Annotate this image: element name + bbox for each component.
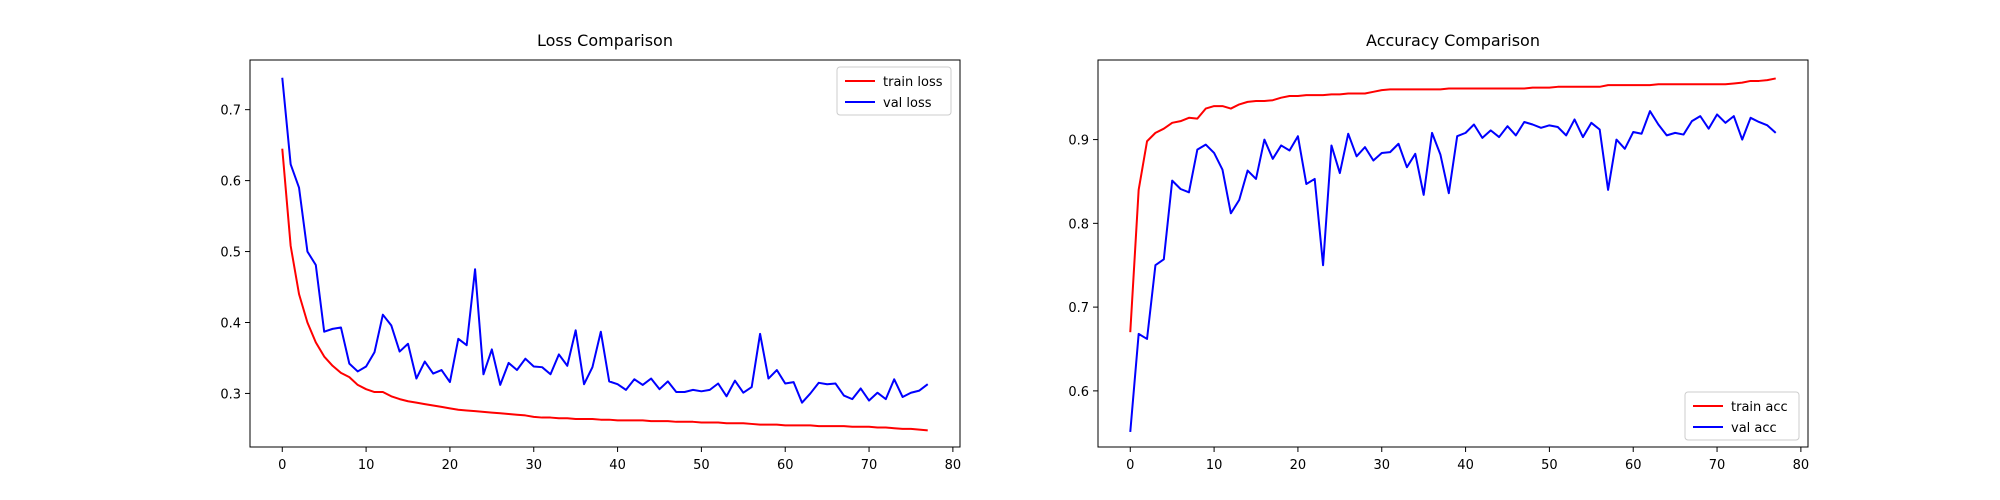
- acc-series-val-acc-line: [1129, 110, 1777, 433]
- acc-x-tick-label: 40: [1457, 458, 1474, 473]
- acc-legend: train acc val acc: [1684, 391, 1800, 441]
- loss-x-tick-label: 50: [693, 458, 710, 473]
- loss-plot-frame: [249, 59, 961, 448]
- accuracy-chart-panel: Accuracy Comparison 0 10 20 30 40 50 60 70 80 0.6 0…: [1068, 31, 1809, 473]
- loss-chart-panel: Loss Comparison 0 10 20 30 40 50 60 70 80 0.3 0.4 0.…: [220, 31, 961, 473]
- loss-y-tick-label: 0.6: [220, 175, 241, 190]
- loss-y-tick-label: 0.7: [220, 104, 241, 119]
- acc-x-tick-label: 80: [1793, 458, 1810, 473]
- acc-plot-frame: [1097, 59, 1809, 448]
- acc-x-tick-label: 30: [1373, 458, 1390, 473]
- loss-series-val-loss-line: [281, 77, 929, 404]
- loss-chart-title: Loss Comparison: [537, 31, 673, 50]
- acc-x-tick-label: 50: [1541, 458, 1558, 473]
- acc-legend-label-train-acc: train acc: [1731, 400, 1788, 415]
- loss-x-tick-label: 70: [861, 458, 878, 473]
- loss-series-train-loss-line: [281, 148, 928, 432]
- loss-x-tick-label: 30: [525, 458, 542, 473]
- acc-chart-title: Accuracy Comparison: [1366, 31, 1540, 50]
- loss-x-tick-label: 20: [442, 458, 459, 473]
- acc-legend-label-val-acc: val acc: [1731, 421, 1777, 436]
- acc-y-tick-label: 0.7: [1068, 301, 1089, 316]
- loss-x-tick-label: 10: [358, 458, 375, 473]
- loss-x-tick-label: 0: [278, 458, 286, 473]
- acc-x-tick-label: 0: [1126, 458, 1134, 473]
- loss-legend: train loss val loss: [836, 66, 952, 116]
- loss-x-tick-label: 60: [777, 458, 794, 473]
- acc-x-tick-label: 20: [1290, 458, 1307, 473]
- acc-x-tick-label: 10: [1206, 458, 1223, 473]
- loss-y-tick-label: 0.3: [220, 387, 241, 402]
- loss-y-tick-label: 0.5: [220, 246, 241, 261]
- acc-x-tick-label: 70: [1709, 458, 1726, 473]
- loss-legend-label-train-loss: train loss: [883, 75, 943, 90]
- acc-y-tick-label: 0.9: [1068, 134, 1089, 149]
- acc-y-tick-label: 0.8: [1068, 217, 1089, 232]
- acc-x-tick-label: 60: [1625, 458, 1642, 473]
- loss-x-tick-label: 80: [945, 458, 962, 473]
- loss-x-tick-label: 40: [609, 458, 626, 473]
- loss-y-tick-label: 0.4: [220, 316, 241, 331]
- acc-y-tick-label: 0.6: [1068, 385, 1089, 400]
- loss-legend-label-val-loss: val loss: [883, 96, 932, 111]
- acc-series-train-acc-line: [1129, 77, 1776, 333]
